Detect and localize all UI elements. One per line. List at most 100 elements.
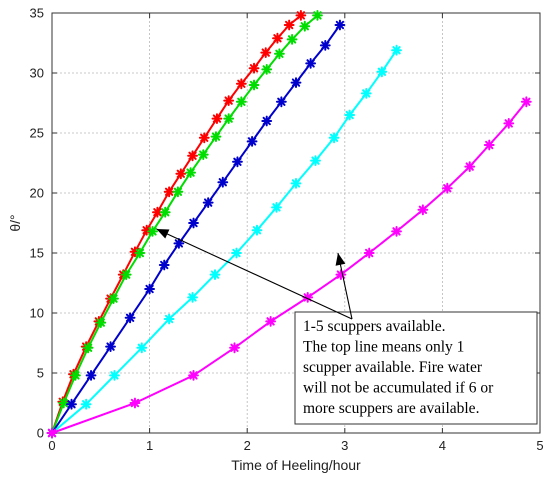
data-point: [105, 341, 116, 352]
annotation-line: scupper available. Fire water: [303, 359, 483, 376]
x-tick-label: 0: [48, 438, 55, 453]
data-point: [175, 168, 187, 180]
y-tick-label: 35: [30, 6, 44, 21]
annotation-arrow-head: [156, 229, 170, 239]
y-tick-label: 0: [37, 426, 44, 441]
axis-ticks: 0 1 2 3 4 5 0 5 10 15 20 25 30 35: [30, 6, 544, 454]
x-tick-label: 5: [536, 438, 543, 453]
data-point: [261, 64, 273, 75]
data-point: [173, 238, 185, 249]
data-point: [319, 40, 331, 51]
data-point: [260, 47, 272, 58]
data-point: [229, 342, 240, 354]
annotation-line: will not be accumulated if 6 or: [303, 380, 494, 397]
data-point: [58, 397, 70, 409]
x-tick-label: 3: [341, 438, 348, 453]
data-point: [360, 88, 372, 99]
annotation: 1-5 scuppers available. The top line mean…: [156, 228, 538, 425]
data-point: [197, 149, 209, 160]
data-point: [290, 178, 302, 189]
data-point: [66, 398, 77, 410]
data-point: [391, 226, 402, 237]
data-point: [299, 20, 311, 32]
y-tick-label: 10: [30, 306, 44, 321]
data-point: [272, 32, 283, 44]
data-point: [129, 397, 141, 409]
y-tick-label: 15: [30, 246, 44, 261]
data-point: [235, 96, 247, 108]
y-tick-label: 25: [30, 126, 44, 141]
y-tick-label: 30: [30, 66, 44, 81]
data-point: [283, 19, 295, 31]
data-point: [188, 217, 199, 229]
data-point: [95, 317, 107, 328]
data-point: [134, 247, 146, 259]
data-point: [147, 226, 158, 237]
data-point: [185, 167, 196, 178]
series-4: [46, 44, 402, 439]
data-point: [286, 34, 298, 45]
data-point: [223, 113, 235, 124]
data-point: [202, 197, 214, 208]
data-point: [210, 131, 222, 142]
data-point: [271, 202, 282, 213]
data-point: [251, 224, 263, 236]
data-point: [159, 206, 171, 218]
data-point: [211, 113, 223, 124]
data-point: [305, 58, 317, 69]
data-point: [261, 115, 273, 127]
data-point: [158, 259, 170, 271]
series-5: [46, 96, 532, 439]
data-point: [290, 77, 302, 88]
x-tick-label: 2: [244, 438, 251, 453]
data-point: [231, 247, 242, 259]
data-point: [417, 204, 429, 216]
data-point: [520, 96, 532, 108]
series-3: [46, 19, 346, 439]
data-point: [172, 186, 184, 198]
y-tick-label: 5: [37, 366, 44, 381]
data-point: [441, 182, 453, 194]
data-point: [198, 132, 210, 144]
data-point: [124, 312, 136, 324]
data-point: [391, 44, 402, 56]
data-point: [232, 156, 243, 168]
annotation-arrow-head: [335, 253, 346, 266]
data-point: [464, 161, 476, 172]
series-line: [51, 14, 319, 434]
data-point: [82, 342, 94, 354]
data-point: [187, 150, 198, 162]
data-point: [310, 155, 321, 166]
data-point: [344, 109, 356, 121]
data-point: [187, 292, 198, 303]
data-point: [363, 247, 375, 259]
series-line: [51, 14, 302, 434]
data-point: [376, 66, 388, 78]
data-point: [109, 370, 120, 381]
data-point: [328, 132, 340, 144]
data-point: [136, 342, 148, 354]
data-point: [483, 139, 495, 151]
data-point: [108, 293, 119, 304]
data-point: [312, 10, 323, 21]
data-point: [248, 79, 260, 91]
annotation-arrow-line: [156, 228, 353, 320]
x-tick-label: 1: [146, 438, 153, 453]
data-point: [152, 206, 163, 218]
annotation-line: The top line means only 1: [303, 339, 464, 356]
data-point: [144, 283, 155, 295]
y-tick-label: 20: [30, 186, 44, 201]
annotation-line: 1-5 scuppers available.: [303, 318, 445, 335]
data-point: [217, 176, 229, 188]
data-point: [275, 96, 287, 108]
data-point: [246, 136, 258, 147]
plot-frame: [51, 12, 541, 434]
data-point: [223, 95, 235, 106]
data-point: [163, 186, 175, 198]
data-point: [85, 370, 97, 381]
data-point: [295, 10, 307, 21]
data-point: [163, 313, 175, 325]
data-point: [274, 48, 285, 60]
data-point: [80, 398, 92, 410]
